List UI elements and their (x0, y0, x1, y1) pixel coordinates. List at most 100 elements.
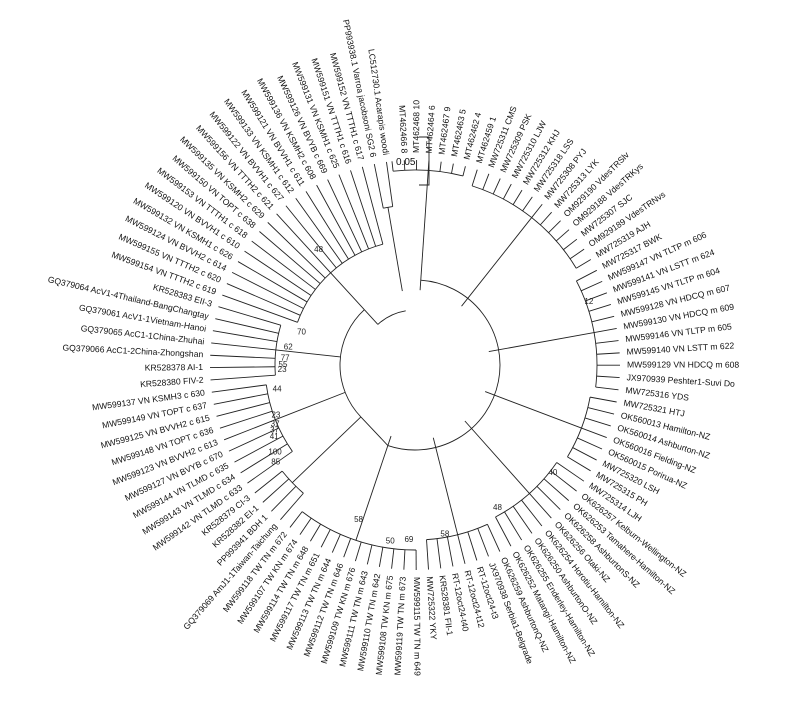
support-value: 48 (314, 245, 323, 254)
internal-branch (419, 170, 429, 291)
support-value: 55 (279, 360, 288, 369)
tip-branch (495, 516, 512, 547)
leaf-label: MW599119 TW TN m 673 (392, 576, 407, 675)
tip-branch (226, 283, 301, 316)
tip-branch (576, 269, 598, 282)
leaf-label: MW599115 TW TN m 649 (412, 577, 423, 676)
tip-branch (215, 318, 279, 334)
tip-branch (512, 505, 533, 534)
internal-branch (484, 391, 582, 429)
support-value: 85 (271, 458, 280, 467)
tip-branch (391, 548, 395, 569)
tip-branch (222, 294, 298, 323)
clade-arc (567, 397, 591, 458)
tip-branch (305, 191, 349, 260)
tip-branch (216, 402, 270, 417)
tip-branch (439, 161, 442, 172)
clade-arc (383, 206, 393, 209)
leaf-label: MW725322 YKY (425, 576, 439, 640)
tip-branch (536, 486, 561, 510)
support-value: 37 (271, 420, 280, 429)
support-value: 41 (270, 432, 279, 441)
tip-branch (588, 304, 611, 312)
support-value: 37 (270, 426, 279, 435)
scale-bar-line (419, 136, 430, 186)
tip-branch (522, 196, 533, 212)
tip-branch (595, 386, 619, 391)
tip-branch (391, 161, 394, 172)
tip-branch (213, 393, 268, 405)
support-value: 44 (273, 384, 282, 393)
internal-branch (387, 207, 403, 292)
internal-branch (291, 416, 362, 483)
tip-branch (234, 435, 284, 463)
leaf-label: MT462466 8 (397, 105, 410, 154)
tip-branch (262, 478, 290, 503)
tip-branch (482, 173, 490, 190)
tip-branch (212, 330, 278, 343)
tip-branch (373, 163, 384, 209)
tip-branch (457, 534, 466, 564)
internal-branch (364, 309, 379, 325)
support-value: 23 (271, 411, 280, 420)
tip-branch (556, 462, 585, 482)
leaf-label: MT462464 6 (424, 105, 437, 154)
tip-branch (271, 485, 297, 512)
tip-branch (504, 511, 523, 541)
tip-branch (502, 183, 512, 200)
tip-branch (354, 541, 362, 562)
tip-branch (240, 443, 288, 474)
tip-branch (299, 517, 312, 535)
tip-branch (211, 384, 267, 393)
leaf-label: KR528378 AI-1 (145, 362, 204, 373)
tip-branch (596, 352, 620, 355)
clade-arc (471, 185, 577, 269)
tip-branch (591, 315, 615, 323)
support-value: 50 (386, 536, 395, 545)
tip-branch (403, 160, 406, 171)
tip-branch (555, 229, 570, 242)
tip-branch (467, 531, 478, 561)
tip-branch (492, 178, 501, 195)
tip-branch (210, 354, 276, 359)
support-value: 40 (548, 468, 557, 477)
tip-branch (531, 203, 543, 218)
tip-branch (247, 451, 293, 484)
tip-branch (585, 292, 608, 302)
tip-branch (343, 538, 352, 558)
support-value: 12 (584, 297, 593, 306)
tip-branch (361, 166, 384, 245)
tip-branch (223, 419, 276, 441)
internal-branch (461, 217, 533, 307)
internal-branch (275, 391, 346, 421)
tip-branch (584, 417, 611, 427)
support-value: 77 (281, 353, 290, 362)
tip-branch (276, 213, 331, 274)
tip-branch (471, 169, 478, 187)
tip-branch (593, 327, 617, 333)
internal-branch (488, 332, 595, 353)
tip-branch (595, 340, 619, 344)
scale-bar: 0.05 (396, 136, 430, 186)
clade-arc (495, 462, 558, 518)
tip-branch (331, 534, 341, 553)
tip-branch (316, 184, 356, 256)
tip-branch (477, 528, 489, 557)
tip-branch (327, 179, 363, 253)
support-value: 58 (440, 529, 449, 538)
support-value: 58 (354, 515, 363, 524)
tip-branch (219, 410, 273, 429)
support-value: 23 (278, 365, 287, 374)
leaf-label: MT462468 10 (411, 100, 421, 153)
tip-branch (244, 250, 312, 296)
tip-branch (548, 220, 561, 233)
tip-branch (211, 342, 276, 351)
tip-branch (259, 231, 321, 284)
tip-branch (521, 499, 543, 527)
internal-branch (464, 420, 530, 494)
leaf-label: MW599129 VN HDCQ m 608 (627, 359, 739, 369)
internal-branch (360, 416, 389, 446)
tip-branch (267, 222, 326, 279)
